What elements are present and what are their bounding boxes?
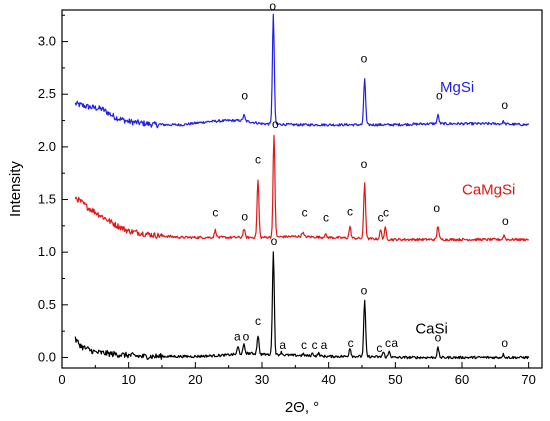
peak-annotation: o [435,331,442,345]
peak-annotation: c [347,204,353,218]
y-tick-label: 2.0 [38,139,56,154]
peak-annotation: c [301,338,307,352]
series-line-mgsi [74,13,530,129]
peak-annotation: c [323,211,329,225]
x-tick-label: 60 [455,372,469,387]
peak-annotation: o [271,234,278,248]
peak-annotation: c [348,336,354,350]
peak-annotation: c [376,341,382,355]
series-label-casi: CaSi [415,320,448,337]
peak-annotation: c [385,336,391,350]
x-tick-label: 40 [321,372,335,387]
peak-annotation: o [269,0,276,13]
peak-annotation: a [321,338,328,352]
y-axis-title: Intensity [7,161,24,217]
peak-annotation: c [255,314,261,328]
curves-layer [74,13,530,360]
peak-annotation: c [378,211,384,225]
x-tick-label: 0 [58,372,65,387]
x-tick-label: 50 [388,372,402,387]
x-tick-label: 10 [121,372,135,387]
peak-annotation: o [436,89,443,103]
peak-annotation: o [241,210,248,224]
series-label-mgsi: MgSi [440,79,474,96]
y-tick-label: 1.0 [38,244,56,259]
peak-annotation: o [361,52,368,66]
peak-annotation: o [243,330,250,344]
series-label-camgsi: CaMgSi [462,181,515,198]
x-tick-label: 70 [521,372,535,387]
peak-annotation: o [433,201,440,215]
x-tick-label: 20 [188,372,202,387]
peak-annotation: c [212,205,218,219]
y-tick-label: 0.0 [38,349,56,364]
peak-annotation: a [279,338,286,352]
plot-frame [61,9,543,369]
y-tick-label: 3.0 [38,34,56,49]
peak-annotation: o [502,214,509,228]
series-labels-layer: MgSi CaMgSi CaSi [415,79,515,337]
peak-annotation: c [312,338,318,352]
peak-annotation: a [234,330,241,344]
x-tick-label: 30 [255,372,269,387]
peak-annotation: a [391,336,398,350]
peak-annotation: o [501,336,508,350]
peak-annotation: o [361,157,368,171]
peak-annotation: c [302,205,308,219]
peak-annotation: o [501,98,508,112]
y-tick-label: 0.5 [38,297,56,312]
x-axis-title: 2Θ, ° [285,399,319,416]
peak-annotation: o [241,89,248,103]
peak-annotation: o [361,283,368,297]
series-line-casi [74,251,530,360]
peak-annotation: c [255,153,261,167]
y-tick-label: 1.5 [38,192,56,207]
peak-annotation: o [272,117,279,131]
series-line-camgsi [74,134,530,242]
ticks-layer: 0 10 20 30 40 50 60 70 0.0 0.5 1.0 1.5 2.0 2.5 3.0 [38,14,536,387]
y-tick-label: 2.5 [38,86,56,101]
peak-annotation: c [383,205,389,219]
